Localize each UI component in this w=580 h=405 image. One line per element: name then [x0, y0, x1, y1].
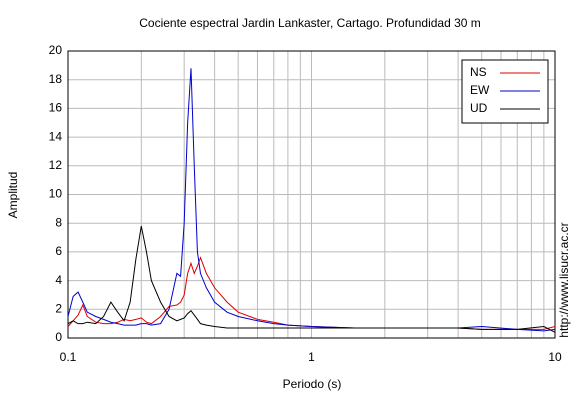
- y-axis-label: Amplitud: [6, 172, 20, 219]
- y-tick-label: 14: [49, 129, 63, 143]
- chart-title: Cociente espectral Jardin Lankaster, Car…: [139, 16, 481, 30]
- y-tick-label: 16: [49, 101, 63, 115]
- y-tick-label: 18: [49, 72, 63, 86]
- legend-label: EW: [470, 83, 490, 97]
- x-tick-label: 10: [548, 350, 562, 364]
- legend-label: NS: [470, 65, 487, 79]
- y-tick-label: 8: [55, 215, 62, 229]
- y-tick-label: 20: [49, 43, 63, 57]
- y-tick-label: 4: [55, 273, 62, 287]
- legend-label: UD: [470, 101, 488, 115]
- x-tick-label: 0.1: [60, 350, 77, 364]
- side-note: http://www.lisucr.ac.cr: [557, 222, 571, 337]
- x-axis-label: Periodo (s): [283, 377, 342, 391]
- y-tick-label: 6: [55, 244, 62, 258]
- y-tick-label: 0: [55, 330, 62, 344]
- y-tick-label: 12: [49, 158, 63, 172]
- plot-frame: [67, 50, 556, 339]
- x-tick-label: 1: [308, 350, 315, 364]
- series-line: [67, 225, 556, 333]
- y-tick-label: 2: [55, 301, 62, 315]
- y-tick-label: 10: [49, 187, 63, 201]
